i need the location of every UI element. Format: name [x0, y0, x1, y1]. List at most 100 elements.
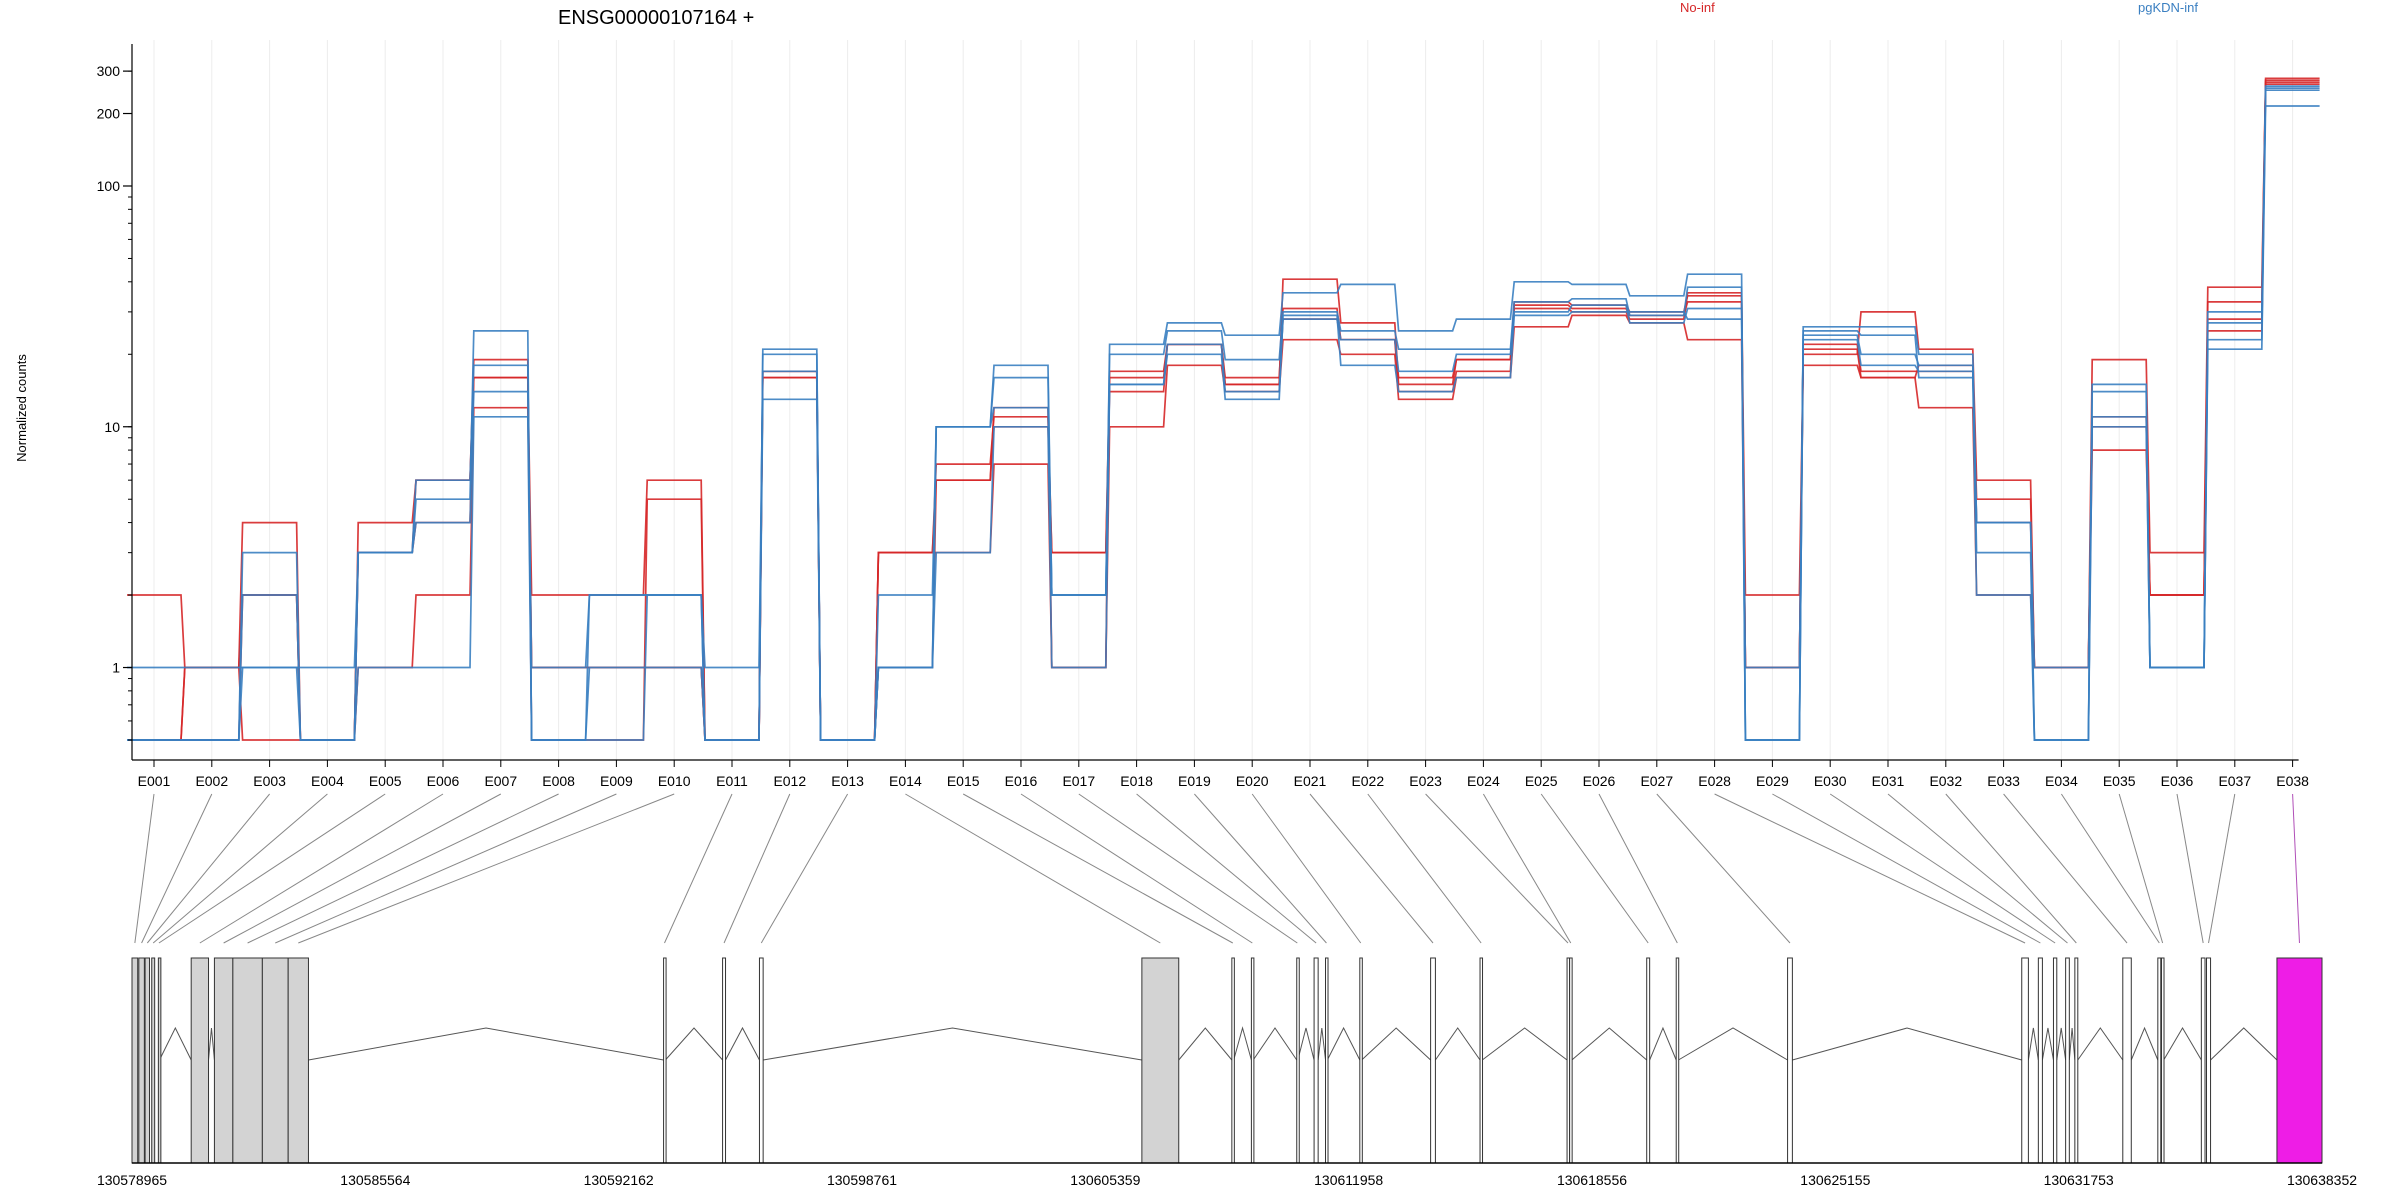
series-line-no-inf [127, 77, 2320, 741]
exon-connector-line [158, 793, 386, 944]
exon-box [1296, 957, 1300, 1164]
exon-connector-line [146, 793, 270, 944]
series-line-pgkdn-inf [127, 87, 2320, 741]
intron-line [1252, 1027, 1298, 1061]
intron-line [1326, 1026, 1361, 1061]
intron-line [725, 1026, 760, 1061]
exon-box [1359, 957, 1363, 1164]
exon-box [1479, 957, 1484, 1164]
exon-box [1250, 957, 1255, 1164]
intron-line [2041, 1027, 2054, 1061]
exon-connector-line [1714, 793, 2026, 944]
exon-box [1325, 957, 1329, 1164]
intron-line [2163, 1027, 2202, 1061]
exon-box [1569, 957, 1573, 1164]
x-tick-label: E015 [947, 773, 980, 789]
x-tick-label: E009 [600, 773, 633, 789]
exon-connector-line [962, 793, 1234, 944]
intron-line [2130, 1026, 2159, 1061]
coordinate-label: 130605359 [1070, 1172, 1140, 1188]
exon-box [213, 957, 234, 1164]
series-line-pgkdn-inf [127, 105, 2320, 741]
exon-connector-line [1078, 793, 1298, 944]
x-tick-label: E002 [195, 773, 228, 789]
x-tick-label: E038 [2276, 773, 2309, 789]
intron-line [1571, 1027, 1648, 1061]
y-axis-label: Normalized counts [14, 354, 29, 462]
x-tick-label: E026 [1583, 773, 1616, 789]
exon-box [151, 957, 156, 1164]
exon-box [157, 957, 162, 1164]
exon-box [2161, 957, 2165, 1164]
intron-line [2077, 1027, 2124, 1061]
exon-connector-line [141, 793, 213, 944]
series-line-no-inf [127, 83, 2320, 741]
x-tick-label: E017 [1062, 773, 1095, 789]
exon-connector-line [1598, 793, 1678, 944]
intron-line [159, 1026, 192, 1061]
exon-connector-line [2292, 793, 2300, 944]
exon-box [2206, 957, 2212, 1164]
exon-box [1646, 957, 1651, 1164]
intron-line [1297, 1027, 1315, 1061]
exon-box [2052, 957, 2058, 1164]
x-tick-label: E011 [716, 773, 748, 789]
exon-box [232, 957, 263, 1164]
x-tick-label: E005 [369, 773, 402, 789]
exon-connector-line [1829, 793, 2056, 944]
intron-line [208, 1027, 215, 1061]
exon-connector-line [723, 793, 791, 944]
intron-line [1481, 1027, 1568, 1061]
series-line-pgkdn-inf [127, 89, 2320, 741]
exon-box [190, 957, 210, 1164]
exon-connector-line [2118, 793, 2164, 944]
y-tick-label: 100 [97, 178, 121, 194]
intron-line [1178, 1027, 1233, 1061]
x-tick-label: E028 [1698, 773, 1731, 789]
legend-no-inf: No-inf [1680, 0, 1715, 15]
intron-line [763, 1027, 1142, 1061]
x-tick-label: E004 [311, 773, 344, 789]
intron-line [2068, 1027, 2076, 1061]
intron-line [308, 1027, 664, 1061]
exon-connector-line [760, 793, 849, 944]
exon-connector-line [1309, 793, 1434, 944]
y-tick-label: 10 [104, 419, 120, 435]
exon-connector-line [247, 793, 559, 944]
x-tick-label: E033 [1987, 773, 2020, 789]
coordinate-label: 130631753 [2044, 1172, 2114, 1188]
x-tick-label: E032 [1929, 773, 1962, 789]
exon-box [1675, 957, 1680, 1164]
exon-connector-line [2176, 793, 2204, 944]
x-tick-label: E008 [542, 773, 575, 789]
intron-line [1434, 1027, 1481, 1061]
exon-box [287, 957, 309, 1164]
x-tick-label: E034 [2045, 773, 2078, 789]
exon-connector-line [223, 793, 502, 944]
exon-connector-line [664, 793, 733, 944]
exon-connector-line [1540, 793, 1649, 944]
intron-line [665, 1027, 723, 1061]
coordinate-label: 130618556 [1557, 1172, 1627, 1188]
exon-box [1141, 957, 1180, 1164]
exon-connector-line [1656, 793, 1791, 944]
x-tick-label: E003 [253, 773, 286, 789]
x-tick-label: E020 [1236, 773, 1269, 789]
exon-connector-line [1136, 793, 1317, 944]
y-tick-label: 1 [112, 660, 120, 676]
intron-line [1678, 1027, 1788, 1061]
x-tick-label: E027 [1640, 773, 1673, 789]
exon-box [663, 957, 667, 1164]
x-tick-label: E001 [138, 773, 171, 789]
exon-box [131, 957, 139, 1164]
highlight-exon-box [2276, 957, 2323, 1164]
exon-connector-line [2060, 793, 2160, 944]
coordinate-label: 130578965 [97, 1172, 167, 1188]
exon-box [144, 957, 151, 1164]
coordinate-label: 130625155 [1800, 1172, 1870, 1188]
x-tick-label: E010 [658, 773, 691, 789]
exon-connector-line [298, 793, 675, 944]
series-line-pgkdn-inf [127, 85, 2320, 741]
